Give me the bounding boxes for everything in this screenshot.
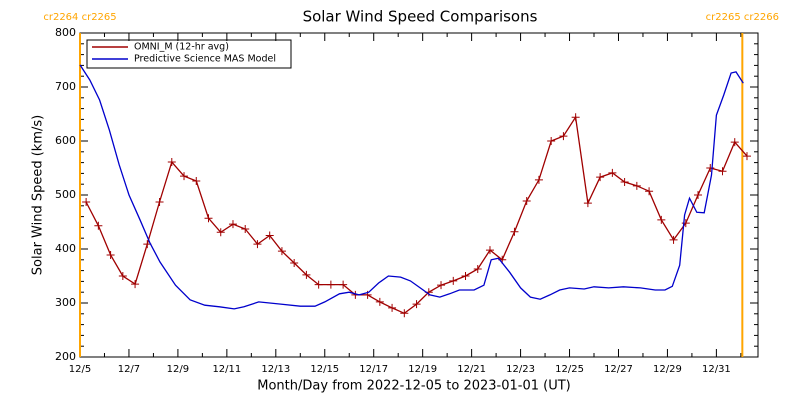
data-point (718, 167, 727, 176)
data-point (620, 178, 629, 187)
y-axis-label: Solar Wind Speed (km/s) (31, 115, 46, 275)
y-tick-label: 300 (55, 296, 76, 309)
data-point (694, 191, 703, 199)
x-tick-label: 12/17 (359, 364, 388, 375)
series-line (79, 64, 744, 310)
data-point (204, 214, 213, 223)
y-tick-label: 800 (55, 26, 76, 39)
legend-box (86, 39, 292, 69)
data-point (632, 181, 641, 190)
x-tick-label: 12/21 (457, 364, 486, 375)
x-tick-label: 12/31 (702, 364, 731, 375)
data-point (608, 168, 617, 177)
data-point (339, 280, 348, 289)
data-point (302, 270, 311, 279)
data-point (559, 132, 568, 141)
legend: OMNI_M (12-hr avg)Predictive Science MAS… (86, 39, 292, 69)
data-point (265, 231, 274, 240)
legend-label: OMNI_M (12-hr avg) (134, 42, 229, 53)
data-point (94, 221, 103, 230)
x-tick-label: 12/9 (167, 364, 189, 375)
data-point (657, 215, 666, 224)
x-tick-label: 12/5 (69, 364, 91, 375)
x-tick-label: 12/19 (408, 364, 437, 375)
x-tick-label: 12/29 (653, 364, 682, 375)
data-point (510, 227, 519, 236)
data-point (131, 280, 140, 289)
data-point (314, 280, 323, 289)
data-point (449, 276, 458, 285)
y-tick-label: 600 (55, 134, 76, 147)
data-point (547, 137, 556, 145)
x-tick-label: 12/23 (506, 364, 535, 375)
rotation-label: cr2264 cr2265 (43, 12, 116, 23)
data-point (485, 246, 494, 255)
data-point (522, 196, 531, 205)
x-tick-label: 12/25 (555, 364, 584, 375)
data-point (277, 247, 286, 256)
y-tick-label: 500 (55, 188, 76, 201)
data-point (192, 176, 201, 185)
chart-title: Solar Wind Speed Comparisons (303, 8, 538, 26)
data-point (375, 297, 384, 306)
data-point (583, 199, 592, 208)
data-point (645, 187, 654, 196)
data-point (461, 272, 470, 280)
data-point (400, 309, 409, 318)
y-tick-label: 700 (55, 80, 76, 93)
x-axis-label: Month/Day from 2022-12-05 to 2023-01-01 … (257, 379, 570, 394)
data-point (82, 198, 91, 207)
data-point (730, 138, 739, 147)
x-tick-label: 12/7 (118, 364, 140, 375)
data-point (388, 303, 397, 312)
data-point (412, 300, 421, 309)
data-point (681, 219, 690, 228)
data-point (596, 173, 605, 182)
data-point (118, 272, 127, 280)
data-point (228, 220, 237, 229)
data-point (290, 259, 299, 268)
legend-label: Predictive Science MAS Model (134, 54, 276, 65)
data-point (216, 228, 225, 237)
x-tick-label: 12/15 (310, 364, 339, 375)
data-point (742, 152, 751, 161)
data-point (437, 281, 446, 290)
data-point (669, 235, 678, 244)
x-tick-label: 12/13 (261, 364, 290, 375)
data-point (167, 158, 176, 167)
data-point (534, 175, 543, 184)
data-point (571, 113, 580, 122)
y-tick-label: 400 (55, 242, 76, 255)
x-tick-label: 12/11 (212, 364, 241, 375)
data-point (106, 250, 115, 259)
data-point (155, 198, 164, 207)
data-point (241, 225, 250, 234)
data-point (473, 264, 482, 273)
data-point (180, 172, 189, 181)
data-point (326, 280, 335, 289)
data-point (253, 240, 262, 249)
x-tick-label: 12/27 (604, 364, 633, 375)
rotation-label: cr2265 cr2266 (706, 12, 779, 23)
y-tick-label: 200 (55, 350, 76, 363)
data-point (706, 164, 715, 172)
